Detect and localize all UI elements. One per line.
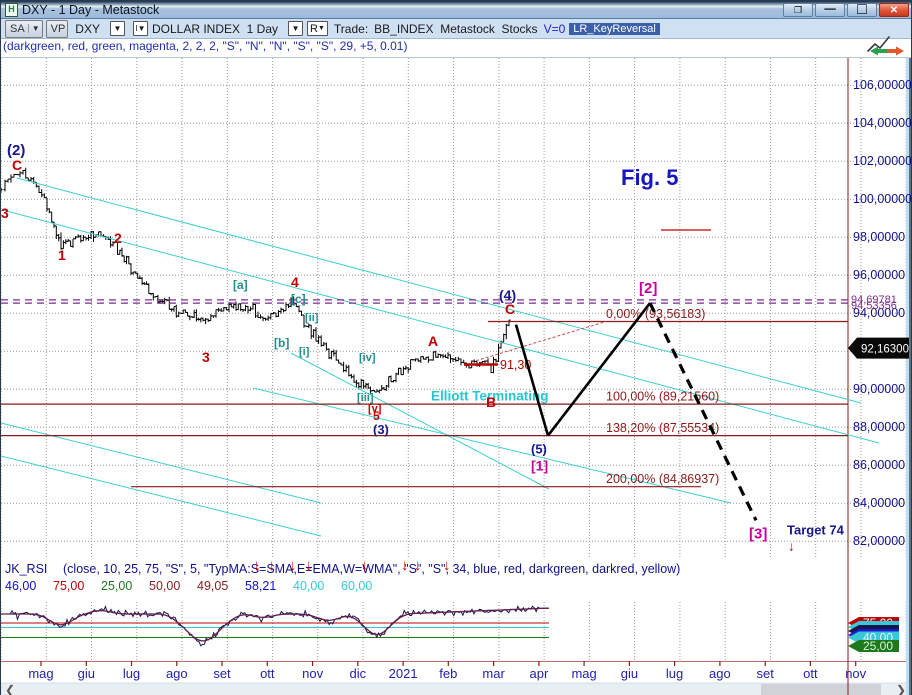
svg-text:102,00000: 102,00000 — [853, 154, 911, 168]
svg-text:C: C — [505, 301, 515, 317]
svg-text:200,00% (84,86937): 200,00% (84,86937) — [606, 472, 719, 486]
svg-text:apr: apr — [530, 666, 549, 681]
svg-text:↓: ↓ — [401, 558, 409, 574]
svg-text:90,00000: 90,00000 — [853, 382, 905, 396]
svg-text:75,00: 75,00 — [53, 579, 84, 593]
svg-text:set: set — [757, 666, 775, 681]
svg-text:4: 4 — [291, 274, 299, 290]
svg-text:25,00: 25,00 — [863, 639, 893, 653]
svg-text:❮: ❮ — [5, 683, 15, 695]
svg-text:dic: dic — [349, 666, 366, 681]
svg-text:98,00000: 98,00000 — [853, 230, 905, 244]
svg-text:Target 74: Target 74 — [787, 522, 845, 537]
svg-text:0,00% (93,56183): 0,00% (93,56183) — [606, 307, 705, 321]
svg-text:❯: ❯ — [896, 683, 906, 695]
svg-text:50,00: 50,00 — [149, 579, 180, 593]
svg-text:↓: ↓ — [305, 558, 313, 574]
svg-text:ago: ago — [709, 666, 731, 681]
svg-text:[2]: [2] — [639, 280, 657, 297]
svg-text:feb: feb — [439, 666, 457, 681]
svg-text:2021: 2021 — [389, 666, 418, 681]
svg-text:[c]: [c] — [291, 292, 306, 306]
svg-text:ott: ott — [803, 666, 818, 681]
svg-text:84,00000: 84,00000 — [853, 496, 905, 510]
svg-text:↓: ↓ — [443, 558, 451, 574]
svg-text:60,00: 60,00 — [341, 579, 372, 593]
svg-text:(3): (3) — [373, 422, 389, 437]
svg-text:mag: mag — [28, 666, 53, 681]
svg-text:49,05: 49,05 — [197, 579, 228, 593]
svg-text:88,00000: 88,00000 — [853, 420, 905, 434]
svg-text:104,00000: 104,00000 — [853, 116, 911, 130]
svg-text:JK_RSI: JK_RSI — [5, 562, 47, 576]
svg-text:C: C — [12, 157, 22, 173]
svg-text:nov: nov — [302, 666, 323, 681]
svg-text:ago: ago — [166, 666, 188, 681]
svg-text:↓: ↓ — [414, 558, 422, 574]
svg-text:82,00000: 82,00000 — [853, 534, 905, 548]
svg-text:(close, 10, 25, 75, "S", 5, "T: (close, 10, 25, 75, "S", 5, "TypMA:S=SMA… — [63, 562, 680, 576]
svg-text:[3]: [3] — [749, 525, 767, 542]
svg-text:25,00: 25,00 — [101, 579, 132, 593]
svg-text:1: 1 — [58, 247, 66, 263]
svg-text:mag: mag — [571, 666, 596, 681]
svg-text:96,00000: 96,00000 — [853, 268, 905, 282]
svg-text:92,16300: 92,16300 — [861, 343, 909, 355]
svg-text:[a]: [a] — [233, 278, 248, 292]
svg-text:100,00% (89,21560): 100,00% (89,21560) — [606, 390, 719, 404]
svg-text:↓: ↓ — [268, 558, 276, 574]
svg-text:[1]: [1] — [531, 458, 548, 474]
svg-text:ott: ott — [260, 666, 275, 681]
svg-text:86,00000: 86,00000 — [853, 458, 905, 472]
svg-text:↓: ↓ — [289, 558, 297, 574]
svg-text:set: set — [213, 666, 231, 681]
svg-text:[b]: [b] — [274, 336, 289, 350]
svg-text:46,00: 46,00 — [5, 579, 36, 593]
svg-text:↓: ↓ — [253, 558, 261, 574]
svg-text:[i]: [i] — [299, 346, 310, 358]
svg-text:5: 5 — [373, 409, 380, 423]
svg-text:106,00000: 106,00000 — [853, 78, 911, 92]
svg-text:(5): (5) — [531, 442, 547, 457]
svg-text:[ii]: [ii] — [305, 312, 319, 324]
svg-text:giu: giu — [78, 666, 95, 681]
svg-text:138,20% (87,55534): 138,20% (87,55534) — [606, 421, 719, 435]
svg-text:lug: lug — [123, 666, 140, 681]
svg-text:A: A — [428, 333, 438, 349]
svg-text:↓: ↓ — [788, 538, 795, 553]
svg-text:58,21: 58,21 — [245, 579, 276, 593]
svg-text:100,00000: 100,00000 — [853, 192, 911, 206]
svg-text:↓: ↓ — [361, 558, 369, 574]
svg-text:94,53356: 94,53356 — [851, 300, 897, 312]
svg-text:[iv]: [iv] — [359, 352, 376, 364]
svg-text:40,00: 40,00 — [293, 579, 324, 593]
svg-text:mar: mar — [482, 666, 505, 681]
svg-text:3: 3 — [202, 349, 210, 365]
svg-text:Fig. 5: Fig. 5 — [621, 165, 678, 190]
svg-text:B: B — [486, 394, 496, 410]
svg-text:2: 2 — [114, 230, 122, 246]
svg-text:giu: giu — [621, 666, 638, 681]
svg-text:3: 3 — [1, 205, 9, 221]
svg-text:lug: lug — [666, 666, 683, 681]
